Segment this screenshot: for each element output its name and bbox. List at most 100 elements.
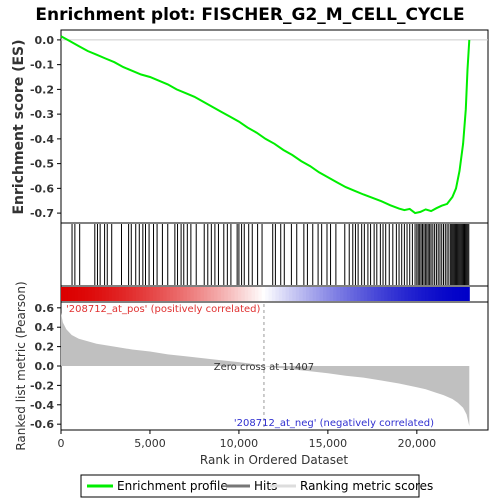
colorbar-segment <box>448 287 453 301</box>
metric-y-tick-label: 0.6 <box>35 302 55 315</box>
colorbar-segment <box>353 287 358 301</box>
colorbar-segment <box>370 287 375 301</box>
colorbar-segment <box>108 287 113 301</box>
colorbar-segment <box>98 287 103 301</box>
legend-hits-label: Hits <box>254 479 277 493</box>
colorbar-segment <box>231 287 236 301</box>
legend-profile-label: Enrichment profile <box>117 479 228 493</box>
colorbar-segment <box>251 287 256 301</box>
colorbar-segment <box>431 287 436 301</box>
colorbar-segment <box>139 287 144 301</box>
colorbar-segment <box>67 287 72 301</box>
metric-y-tick-label: 0.0 <box>35 360 55 373</box>
positive-correlation-label: '208712_at_pos' (positively correlated) <box>66 304 260 315</box>
colorbar-segment <box>261 287 266 301</box>
colorbar-segment <box>404 287 409 301</box>
colorbar-segment <box>421 287 426 301</box>
colorbar-segment <box>387 287 392 301</box>
colorbar-segment <box>428 287 433 301</box>
zero-cross-label: Zero cross at 11407 <box>214 362 314 373</box>
colorbar-segment <box>346 287 351 301</box>
es-y-tick-label: -0.6 <box>30 182 54 195</box>
colorbar-segment <box>278 287 283 301</box>
colorbar-segment <box>248 287 253 301</box>
colorbar-segment <box>118 287 123 301</box>
colorbar-segment <box>350 287 355 301</box>
colorbar-segment <box>336 287 341 301</box>
metric-y-ticks: 0.6 0.4 0.2 0.0 -0.2 -0.4 -0.6 <box>30 302 61 431</box>
colorbar-segment <box>224 287 229 301</box>
colorbar-segment <box>288 287 293 301</box>
colorbar-segment <box>271 287 276 301</box>
colorbar-segment <box>333 287 338 301</box>
colorbar-segment <box>112 287 116 301</box>
colorbar-segment <box>156 287 161 301</box>
rank-x-tick-label: 10,000 <box>220 437 259 450</box>
colorbar-segment <box>88 287 93 301</box>
colorbar-segment <box>340 287 344 301</box>
es-y-tick-label: -0.5 <box>30 158 54 171</box>
colorbar-segment <box>438 287 443 301</box>
colorbar-segment <box>64 287 69 301</box>
colorbar-segment <box>418 287 423 301</box>
colorbar-segment <box>105 287 110 301</box>
colorbar-segment <box>401 287 406 301</box>
colorbar-segment <box>132 287 137 301</box>
metric-y-tick-label: 0.2 <box>35 341 55 354</box>
colorbar-segment <box>299 287 304 301</box>
colorbar-segment <box>295 287 300 301</box>
colorbar-segment <box>397 287 402 301</box>
colorbar-segment <box>146 287 150 301</box>
es-axis-label: Enrichment score (ES) <box>11 39 27 214</box>
colorbar-segments <box>61 287 470 301</box>
colorbar-segment <box>142 287 147 301</box>
colorbar-segment <box>166 287 171 301</box>
metric-y-tick-label: -0.4 <box>30 399 54 412</box>
colorbar-segment <box>323 287 327 301</box>
rank-x-tick-label: 0 <box>58 437 65 450</box>
colorbar-segment <box>115 287 120 301</box>
colorbar-segment <box>71 287 76 301</box>
colorbar-segment <box>122 287 127 301</box>
colorbar-segment <box>275 287 280 301</box>
colorbar-segment <box>244 287 249 301</box>
colorbar-segment <box>411 287 416 301</box>
colorbar-segment <box>455 287 460 301</box>
enrichment-profile-line <box>60 35 471 215</box>
colorbar-segment <box>265 287 270 301</box>
colorbar-segment <box>159 287 164 301</box>
colorbar-segment <box>193 287 198 301</box>
colorbar-segment <box>374 287 378 301</box>
colorbar-segment <box>452 287 457 301</box>
colorbar-segment <box>357 287 361 301</box>
colorbar-segment <box>169 287 174 301</box>
rank-x-tick-label: 20,000 <box>398 437 437 450</box>
enrichment-score-panel: 0.0 -0.1 -0.2 -0.3 -0.4 -0.5 -0.6 -0.7 Enrichme… <box>11 29 489 224</box>
colorbar-segment <box>180 287 184 301</box>
colorbar-segment <box>326 287 331 301</box>
colorbar-segment <box>241 287 246 301</box>
colorbar-segment <box>329 287 334 301</box>
chart-title: Enrichment plot: FISCHER_G2_M_CELL_CYCLE <box>35 5 464 25</box>
colorbar-segment <box>210 287 215 301</box>
ranking-metric-area <box>61 312 470 427</box>
hit-lines <box>71 224 470 285</box>
colorbar-segment <box>254 287 259 301</box>
colorbar-segment <box>363 287 368 301</box>
colorbar-segment <box>227 287 232 301</box>
ranked-list-colorbar <box>60 285 489 303</box>
es-y-ticks: 0.0 -0.1 -0.2 -0.3 -0.4 -0.5 -0.6 -0.7 <box>30 34 61 220</box>
colorbar-segment <box>61 287 65 301</box>
colorbar-segment <box>285 287 290 301</box>
rank-axis-label: Rank in Ordered Dataset <box>200 453 348 467</box>
colorbar-segment <box>268 287 273 301</box>
colorbar-segment <box>391 287 395 301</box>
colorbar-segment <box>465 287 470 301</box>
colorbar-segment <box>282 287 287 301</box>
colorbar-segment <box>220 287 225 301</box>
metric-y-tick-label: 0.4 <box>35 321 55 334</box>
metric-y-tick-label: -0.2 <box>30 379 54 392</box>
colorbar-segment <box>305 287 310 301</box>
colorbar-segment <box>425 287 429 301</box>
